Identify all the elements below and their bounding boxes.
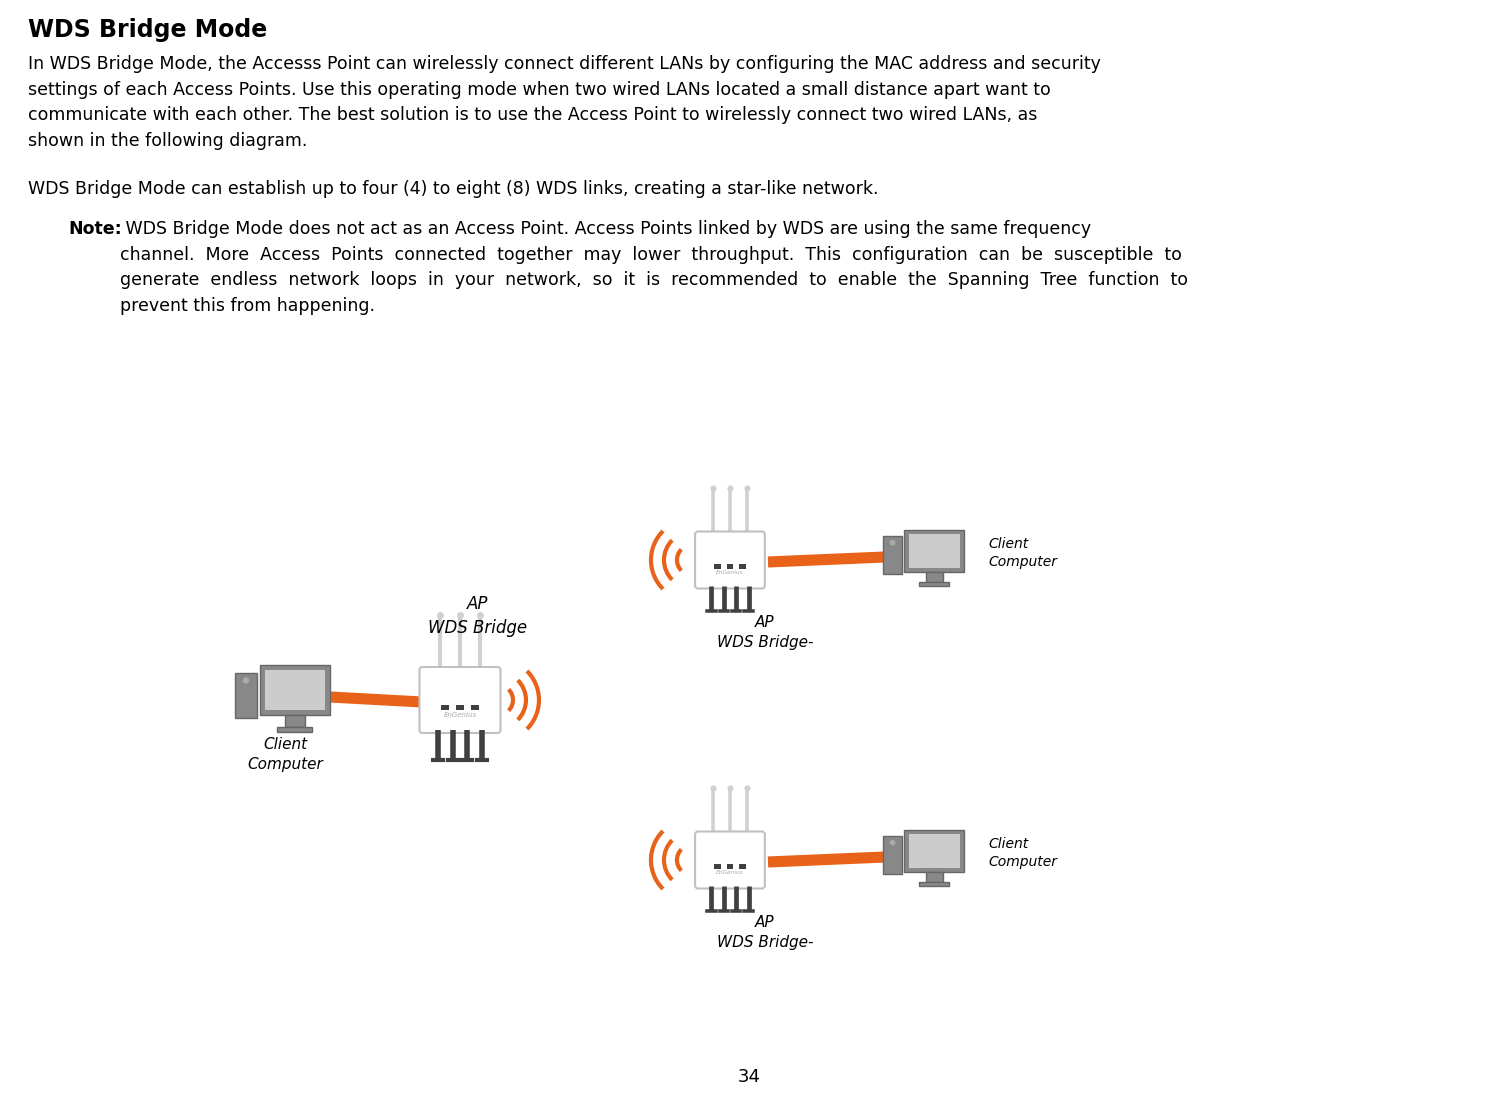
- Text: In WDS Bridge Mode, the Accesss Point can wirelessly connect different LANs by c: In WDS Bridge Mode, the Accesss Point ca…: [28, 55, 1101, 150]
- Bar: [727, 864, 734, 869]
- Text: WDS Bridge Mode: WDS Bridge Mode: [28, 18, 267, 42]
- Text: WDS Bridge Mode does not act as an Access Point. Access Points linked by WDS are: WDS Bridge Mode does not act as an Acces…: [120, 220, 1188, 315]
- Bar: [715, 564, 721, 568]
- Text: Client
Computer: Client Computer: [989, 538, 1058, 569]
- Bar: [277, 727, 312, 732]
- Bar: [455, 705, 464, 710]
- Bar: [740, 864, 746, 869]
- Text: EnGenius: EnGenius: [716, 870, 745, 875]
- Bar: [905, 530, 965, 572]
- Bar: [440, 705, 449, 710]
- Text: EnGenius: EnGenius: [716, 570, 745, 575]
- Bar: [265, 670, 325, 710]
- Text: Client
Computer: Client Computer: [247, 737, 324, 772]
- Bar: [261, 665, 330, 715]
- Text: AP
WDS Bridge-: AP WDS Bridge-: [716, 615, 813, 649]
- Text: AP
WDS Bridge-: AP WDS Bridge-: [716, 915, 813, 950]
- Bar: [285, 715, 306, 727]
- Bar: [926, 872, 942, 882]
- Circle shape: [244, 678, 249, 683]
- Bar: [727, 564, 734, 568]
- Bar: [470, 705, 479, 710]
- Bar: [905, 829, 965, 872]
- Text: 34: 34: [737, 1068, 761, 1086]
- Circle shape: [890, 541, 894, 545]
- FancyBboxPatch shape: [695, 832, 765, 889]
- Bar: [740, 564, 746, 568]
- Circle shape: [890, 840, 894, 845]
- Bar: [918, 583, 948, 587]
- Bar: [909, 534, 960, 568]
- Bar: [926, 572, 942, 583]
- FancyBboxPatch shape: [419, 667, 500, 733]
- Text: AP
WDS Bridge: AP WDS Bridge: [428, 595, 527, 636]
- Text: Client
Computer: Client Computer: [989, 837, 1058, 870]
- Bar: [715, 864, 721, 869]
- FancyBboxPatch shape: [695, 532, 765, 588]
- Bar: [918, 882, 948, 886]
- Bar: [884, 535, 902, 574]
- Text: EnGenius: EnGenius: [443, 712, 476, 719]
- Text: WDS Bridge Mode can establish up to four (4) to eight (8) WDS links, creating a : WDS Bridge Mode can establish up to four…: [28, 180, 878, 197]
- Text: Note:: Note:: [67, 220, 121, 238]
- Bar: [909, 834, 960, 868]
- Bar: [235, 672, 258, 717]
- Bar: [884, 836, 902, 874]
